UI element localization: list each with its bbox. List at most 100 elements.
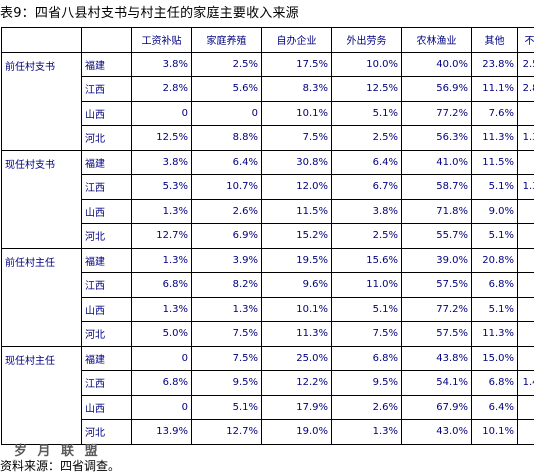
- value-cell: 71.8%: [401, 198, 472, 224]
- value-cell: 8.3%: [261, 76, 332, 102]
- value-cell: 23.8%: [471, 51, 518, 77]
- value-cell: 43.0%: [401, 419, 472, 445]
- value-cell: 9.6%: [261, 272, 332, 298]
- value-cell: 6.4%: [331, 149, 402, 175]
- value-cell: 10.1%: [261, 296, 332, 322]
- value-cell: 0: [517, 321, 534, 347]
- province-cell: 江西: [81, 174, 132, 200]
- table-row: 山西1.3%1.3%10.1%5.1%77.2%5.1%0: [2, 296, 534, 322]
- value-cell: 15.6%: [331, 247, 402, 273]
- value-cell: 0: [517, 272, 534, 298]
- header-row: 工资补贴 家庭养殖 自办企业 外出劳务 农林渔业 其他 不清: [1, 27, 534, 53]
- province-cell: 福建: [81, 247, 132, 273]
- value-cell: 1.3%: [517, 174, 534, 200]
- value-cell: 5.1%: [191, 394, 262, 420]
- header-cell: 农林渔业: [401, 27, 472, 53]
- province-cell: 山西: [81, 198, 132, 224]
- value-cell: 0: [517, 149, 534, 175]
- value-cell: 25.0%: [261, 345, 332, 371]
- value-cell: 15.2%: [261, 223, 332, 249]
- value-cell: 43.8%: [401, 345, 472, 371]
- value-cell: 5.0%: [131, 321, 192, 347]
- value-cell: 19.0%: [261, 419, 332, 445]
- value-cell: 1.3%: [517, 125, 534, 151]
- value-cell: 2.5%: [191, 51, 262, 77]
- value-cell: 11.0%: [331, 272, 402, 298]
- value-cell: 55.7%: [401, 223, 472, 249]
- value-cell: 77.2%: [401, 100, 472, 126]
- footer: 岁 月 联 盟 资料来源：四省调查。: [0, 440, 534, 476]
- value-cell: 1.3%: [131, 296, 192, 322]
- value-cell: 7.5%: [331, 321, 402, 347]
- table-row: 江西6.8%8.2%9.6%11.0%57.5%6.8%0: [2, 272, 534, 298]
- value-cell: 5.1%: [331, 296, 402, 322]
- value-cell: 2.5%: [517, 51, 534, 77]
- value-cell: 0: [517, 345, 534, 371]
- value-cell: 6.7%: [331, 174, 402, 200]
- value-cell: 12.2%: [261, 370, 332, 396]
- value-cell: 2.8%: [517, 76, 534, 102]
- table-row: 江西6.8%9.5%12.2%9.5%54.1%6.8%1.4%: [2, 370, 534, 396]
- province-cell: 河北: [81, 419, 132, 445]
- province-cell: 福建: [81, 51, 132, 77]
- province-cell: 江西: [81, 370, 132, 396]
- value-cell: 10.0%: [331, 51, 402, 77]
- value-cell: 41.0%: [401, 149, 472, 175]
- value-cell: 6.8%: [471, 370, 518, 396]
- value-cell: 0: [517, 223, 534, 249]
- value-cell: 10.1%: [471, 419, 518, 445]
- value-cell: 19.5%: [261, 247, 332, 273]
- value-cell: 1.3%: [131, 198, 192, 224]
- value-cell: 0: [517, 394, 534, 420]
- value-cell: 0: [517, 296, 534, 322]
- value-cell: 5.1%: [331, 100, 402, 126]
- value-cell: 67.9%: [401, 394, 472, 420]
- value-cell: 3.8%: [331, 198, 402, 224]
- value-cell: 3.8%: [131, 51, 192, 77]
- value-cell: 57.5%: [401, 321, 472, 347]
- value-cell: 11.3%: [261, 321, 332, 347]
- value-cell: 11.1%: [471, 76, 518, 102]
- value-cell: 12.5%: [331, 76, 402, 102]
- value-cell: 3.9%: [191, 247, 262, 273]
- province-cell: 山西: [81, 296, 132, 322]
- header-cell: 外出劳务: [331, 27, 402, 53]
- value-cell: 12.0%: [261, 174, 332, 200]
- value-cell: 39.0%: [401, 247, 472, 273]
- value-cell: 54.1%: [401, 370, 472, 396]
- group-label: 现任村支书: [1, 149, 82, 249]
- header-cell: 工资补贴: [131, 27, 192, 53]
- value-cell: 7.5%: [191, 345, 262, 371]
- value-cell: 6.8%: [131, 272, 192, 298]
- value-cell: 11.3%: [471, 125, 518, 151]
- province-cell: 福建: [81, 149, 132, 175]
- value-cell: 6.4%: [191, 149, 262, 175]
- value-cell: 10.7%: [191, 174, 262, 200]
- value-cell: 2.5%: [331, 223, 402, 249]
- value-cell: 11.5%: [261, 198, 332, 224]
- value-cell: 8.8%: [191, 125, 262, 151]
- value-cell: 5.1%: [471, 223, 518, 249]
- value-cell: 58.7%: [401, 174, 472, 200]
- table-row: 江西2.8%5.6%8.3%12.5%56.9%11.1%2.8%: [2, 76, 534, 102]
- value-cell: 11.3%: [471, 321, 518, 347]
- income-source-table: 工资补贴 家庭养殖 自办企业 外出劳务 农林渔业 其他 不清 前任村支书福建3.…: [1, 27, 534, 445]
- value-cell: 3.8%: [131, 149, 192, 175]
- value-cell: 17.9%: [261, 394, 332, 420]
- value-cell: 5.3%: [131, 174, 192, 200]
- value-cell: 9.5%: [331, 370, 402, 396]
- value-cell: 1.3%: [331, 419, 402, 445]
- value-cell: 12.5%: [131, 125, 192, 151]
- watermark: 岁 月 联 盟: [14, 444, 101, 459]
- value-cell: 12.7%: [131, 223, 192, 249]
- value-cell: 8.2%: [191, 272, 262, 298]
- value-cell: 2.8%: [131, 76, 192, 102]
- value-cell: 20.8%: [471, 247, 518, 273]
- value-cell: 2.6%: [331, 394, 402, 420]
- value-cell: 1.3%: [191, 296, 262, 322]
